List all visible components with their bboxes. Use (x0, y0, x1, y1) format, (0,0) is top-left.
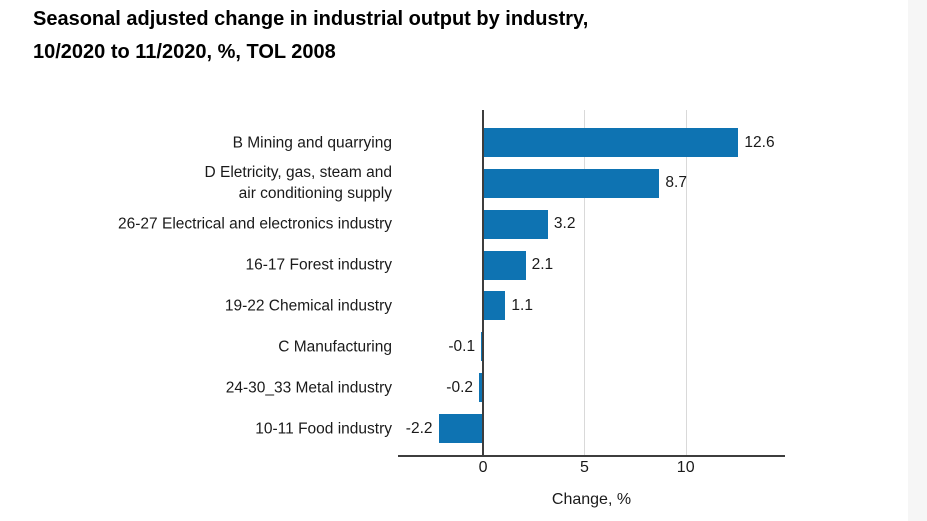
bar-value-label: 3.2 (553, 215, 576, 233)
bar (483, 128, 739, 157)
bar-value-label: -2.2 (405, 419, 433, 437)
category-axis: B Mining and quarrying D Eletricity, gas,… (0, 110, 392, 456)
bar-value-label: -0.1 (448, 337, 476, 355)
plot-area: 12.6 8.7 3.2 2.1 1.1 -0.1 -0.2 -2.2 (398, 110, 785, 456)
bar (483, 250, 526, 280)
bar (479, 373, 484, 403)
bar-value-label: 2.1 (531, 256, 554, 274)
bar-value-label: 1.1 (511, 296, 533, 314)
zero-baseline (482, 110, 485, 456)
category-label: 16-17 Forest industry (245, 256, 392, 274)
category-label: 10-11 Food industry (255, 420, 392, 437)
gridline-x-5 (584, 110, 586, 456)
chart-title-line2: 10/2020 to 11/2020, %, TOL 2008 (33, 41, 336, 63)
x-tick-label-0: 0 (478, 459, 488, 476)
x-axis-title: Change, % (551, 491, 632, 508)
x-axis-line (398, 455, 785, 457)
bar (483, 291, 506, 321)
category-label: 19-22 Chemical industry (224, 297, 392, 315)
category-label: 24-30_33 Metal industry (225, 379, 392, 397)
category-label: 26-27 Electrical and electronics industr… (118, 215, 392, 233)
category-label: C Manufacturing (278, 338, 392, 356)
gridline-x-10 (685, 110, 687, 456)
category-label: D Eletricity, gas, steam and air conditi… (204, 164, 392, 203)
bar (438, 414, 484, 443)
category-label: B Mining and quarrying (232, 134, 392, 151)
chart-title: Seasonal adjusted change in industrial o… (33, 3, 588, 69)
x-tick-label-5: 5 (579, 459, 589, 476)
bar-value-label: 8.7 (665, 174, 687, 192)
page-background-strip (908, 0, 927, 521)
bar-value-label: 12.6 (744, 133, 775, 151)
bar (483, 168, 660, 198)
chart-title-line1: Seasonal adjusted change in industrial o… (33, 8, 589, 30)
bar (483, 209, 548, 239)
x-tick-label-10: 10 (676, 459, 695, 476)
bar-value-label: -0.2 (446, 378, 473, 396)
